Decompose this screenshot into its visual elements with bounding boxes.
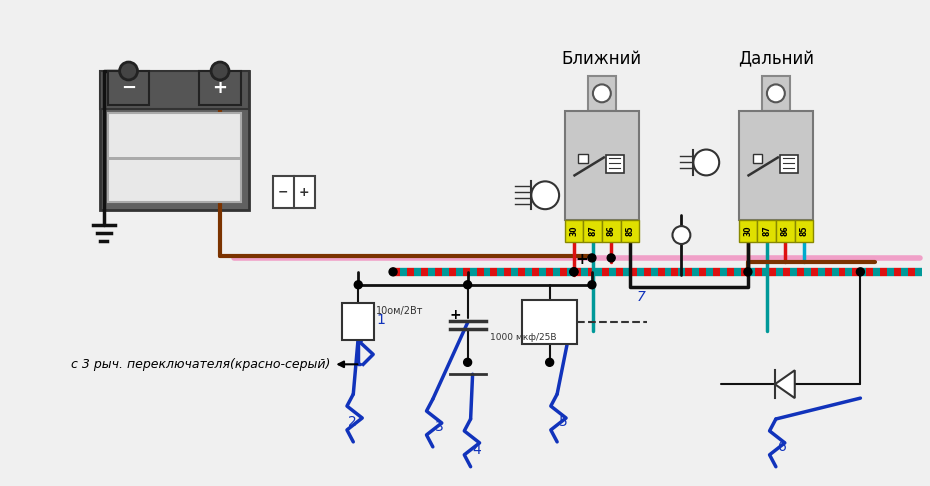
Text: 87: 87 bbox=[762, 226, 771, 237]
Bar bbox=[108, 157, 241, 160]
Circle shape bbox=[672, 226, 690, 244]
Text: −: − bbox=[121, 79, 136, 97]
Text: 85: 85 bbox=[800, 226, 808, 236]
Bar bbox=[588, 76, 616, 111]
Circle shape bbox=[389, 268, 397, 276]
Text: 86: 86 bbox=[780, 226, 790, 236]
Circle shape bbox=[120, 62, 138, 80]
Bar bbox=[583, 220, 602, 242]
Text: +: + bbox=[213, 79, 228, 97]
Text: 4: 4 bbox=[472, 443, 482, 457]
Circle shape bbox=[570, 268, 578, 276]
Bar bbox=[523, 300, 577, 345]
Bar bbox=[757, 220, 776, 242]
Text: 7: 7 bbox=[637, 290, 645, 304]
Circle shape bbox=[588, 281, 596, 289]
Text: Дальний: Дальний bbox=[737, 50, 814, 68]
Circle shape bbox=[593, 85, 611, 102]
Text: 85: 85 bbox=[625, 226, 634, 236]
Bar bbox=[108, 71, 150, 105]
Text: +: + bbox=[576, 252, 589, 267]
Text: 5: 5 bbox=[559, 415, 568, 429]
Bar bbox=[780, 156, 798, 174]
Bar bbox=[272, 176, 314, 208]
Circle shape bbox=[546, 358, 553, 366]
Text: 86: 86 bbox=[606, 226, 616, 236]
Text: Ближний: Ближний bbox=[562, 50, 642, 68]
Bar bbox=[199, 71, 241, 105]
Text: +: + bbox=[299, 186, 310, 199]
Circle shape bbox=[744, 268, 751, 276]
Circle shape bbox=[767, 85, 785, 102]
Bar bbox=[565, 220, 583, 242]
Text: 30: 30 bbox=[569, 226, 578, 236]
Circle shape bbox=[531, 181, 559, 209]
Bar bbox=[738, 111, 813, 220]
Circle shape bbox=[464, 358, 472, 366]
Text: 1: 1 bbox=[376, 312, 385, 327]
Bar bbox=[738, 220, 757, 242]
Text: 10ом/2Вт: 10ом/2Вт bbox=[376, 306, 424, 315]
Circle shape bbox=[694, 150, 719, 175]
Bar bbox=[108, 113, 241, 202]
Bar bbox=[752, 154, 763, 163]
Circle shape bbox=[464, 281, 472, 289]
Text: 30: 30 bbox=[743, 226, 752, 236]
Text: +: + bbox=[450, 308, 461, 322]
Bar bbox=[100, 71, 249, 109]
Bar bbox=[565, 111, 639, 220]
Bar bbox=[620, 220, 639, 242]
Bar bbox=[602, 220, 620, 242]
Text: 2: 2 bbox=[349, 415, 357, 429]
Bar bbox=[342, 303, 374, 341]
Bar bbox=[605, 156, 624, 174]
Circle shape bbox=[354, 281, 362, 289]
Text: 1000 мкф/25В: 1000 мкф/25В bbox=[489, 333, 556, 342]
Bar bbox=[776, 220, 794, 242]
Bar bbox=[100, 71, 249, 210]
Bar bbox=[762, 76, 790, 111]
Bar bbox=[794, 220, 813, 242]
Polygon shape bbox=[775, 370, 795, 398]
Circle shape bbox=[607, 254, 615, 262]
Text: 6: 6 bbox=[777, 440, 787, 454]
Text: 87: 87 bbox=[588, 226, 597, 237]
Circle shape bbox=[857, 268, 864, 276]
Text: −: − bbox=[278, 186, 288, 199]
Bar bbox=[578, 154, 589, 163]
Text: с 3 рыч. переключателя(красно-серый): с 3 рыч. переключателя(красно-серый) bbox=[71, 358, 330, 371]
Circle shape bbox=[211, 62, 229, 80]
Text: 3: 3 bbox=[435, 420, 444, 434]
Circle shape bbox=[570, 268, 578, 276]
Circle shape bbox=[588, 254, 596, 262]
